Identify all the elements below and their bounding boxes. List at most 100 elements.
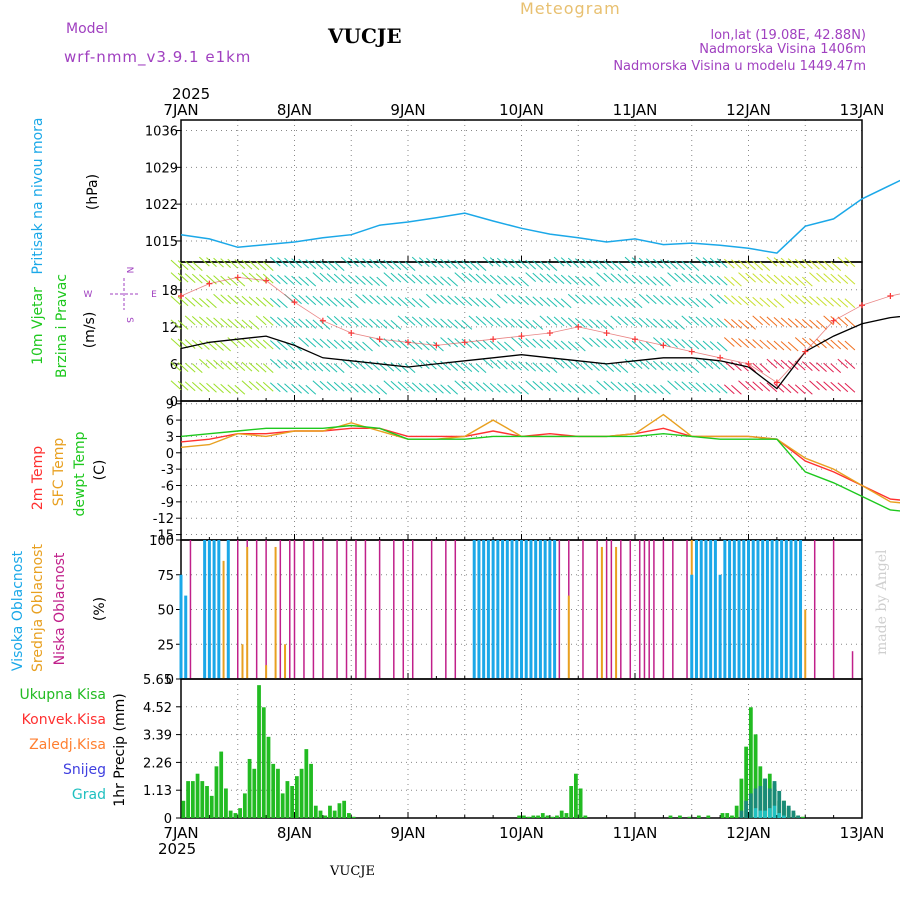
temp-dewpt-line: [180, 424, 900, 512]
wind-barb: [447, 318, 458, 329]
wind-barb: [284, 383, 295, 394]
wind-barb: [170, 361, 182, 372]
precip-bar: [342, 800, 347, 818]
wind-barb: [376, 259, 388, 270]
wind-barb: [234, 276, 246, 287]
cloud-bar: [538, 540, 542, 679]
wind-barb: [695, 274, 707, 284]
wind-barb: [624, 358, 636, 369]
wind-barb: [277, 340, 288, 351]
wind-barb: [582, 318, 593, 329]
wind-barb: [695, 316, 707, 327]
wind-barb: [348, 382, 359, 393]
cloud-bar: [411, 540, 414, 679]
wind-barb: [766, 382, 778, 393]
wind-barb: [433, 341, 444, 352]
wind-barb: [511, 318, 522, 329]
wind-barb: [404, 261, 416, 272]
wind-barb: [787, 317, 799, 328]
precip-bar: [763, 810, 767, 818]
cloud-bar: [430, 540, 433, 679]
wind-barb: [298, 294, 310, 305]
y-tick-label: 3.39: [143, 729, 172, 744]
wind-barb: [844, 340, 856, 351]
wind-barb: [731, 276, 742, 287]
wind-barb: [780, 359, 792, 370]
wind-barb: [837, 358, 849, 369]
wind-barb: [631, 274, 643, 285]
wind-barb: [844, 274, 856, 285]
wind-barb: [404, 363, 416, 373]
model-elevation-label: Nadmorska Visina u modelu 1449.47m: [613, 59, 866, 74]
precip-bar: [687, 816, 692, 818]
wind-barb: [184, 260, 196, 271]
cloud-bar: [600, 546, 603, 679]
wind-barb: [241, 380, 253, 391]
wind-barb: [645, 258, 657, 269]
wind-barb: [645, 360, 657, 370]
cloud-bar: [747, 540, 750, 679]
precip-bar: [276, 768, 280, 818]
wind-barb: [532, 260, 544, 271]
wind-barb: [447, 384, 458, 395]
wind-barb: [206, 382, 217, 393]
wind-barb: [603, 380, 615, 391]
precip-panel: 0 1.13 2.26 3.39 4.52 5.65: [143, 673, 863, 827]
cloud-bar: [709, 540, 713, 679]
y-tick-label: 5.65: [143, 673, 172, 688]
wind-barb: [312, 319, 324, 330]
wind-barb: [426, 275, 437, 285]
cloud-bar: [653, 540, 655, 679]
wind-barb: [504, 275, 515, 286]
wind-barb: [262, 261, 274, 272]
wind-barb: [660, 276, 671, 287]
wind-barb: [262, 363, 274, 373]
wind-barb: [468, 296, 480, 307]
wind-barb: [496, 257, 508, 268]
temp-sfc-line: [180, 413, 900, 504]
wind-barb: [589, 259, 600, 270]
y-tick-label: 9: [166, 398, 174, 413]
wind-barb: [504, 383, 515, 394]
wind-barb: [716, 275, 728, 286]
wind-barb: [241, 272, 253, 282]
cloud-bar: [279, 540, 282, 679]
wind-barb: [667, 259, 678, 270]
precip-legend-total: Ukupna Kisa: [19, 687, 106, 703]
wind-barb: [177, 319, 189, 330]
wind-barb: [440, 258, 451, 269]
wind-barb: [376, 276, 388, 287]
cloud-bar: [558, 540, 561, 679]
wind-barb: [213, 317, 224, 328]
wind-barb: [248, 380, 260, 391]
wind-barb: [482, 340, 494, 350]
precip-bar: [696, 815, 701, 818]
wind-barb: [816, 319, 827, 330]
year-label-top: 2025: [172, 85, 210, 103]
precip-bar: [782, 800, 786, 818]
precip-bar: [786, 805, 791, 818]
cloud-bar: [510, 540, 514, 679]
wind-barb: [468, 273, 480, 283]
wind-barb: [816, 338, 827, 349]
y-tick-label: 1.13: [143, 784, 172, 799]
wind-barb: [213, 257, 224, 268]
wind-barb: [837, 316, 849, 327]
cloud-bar: [222, 560, 225, 679]
cloud-bar: [246, 546, 249, 679]
wind-barb: [688, 261, 700, 272]
wind-barb: [369, 258, 380, 269]
wind-barb: [418, 359, 430, 369]
model-name: wrf-nmm_v3.9.1 e1km: [64, 48, 251, 67]
wind-barb: [234, 384, 246, 395]
wind-barb: [489, 316, 501, 327]
wind-barb: [745, 380, 756, 391]
wind-barb: [348, 257, 359, 268]
y-tick-label: -9: [161, 496, 174, 511]
wind-barb: [326, 296, 338, 307]
wind-barb: [298, 276, 310, 286]
cloud-bar: [780, 540, 784, 679]
wind-barb: [518, 318, 529, 329]
cloud-bar: [582, 540, 584, 679]
wind-barb: [333, 363, 345, 373]
